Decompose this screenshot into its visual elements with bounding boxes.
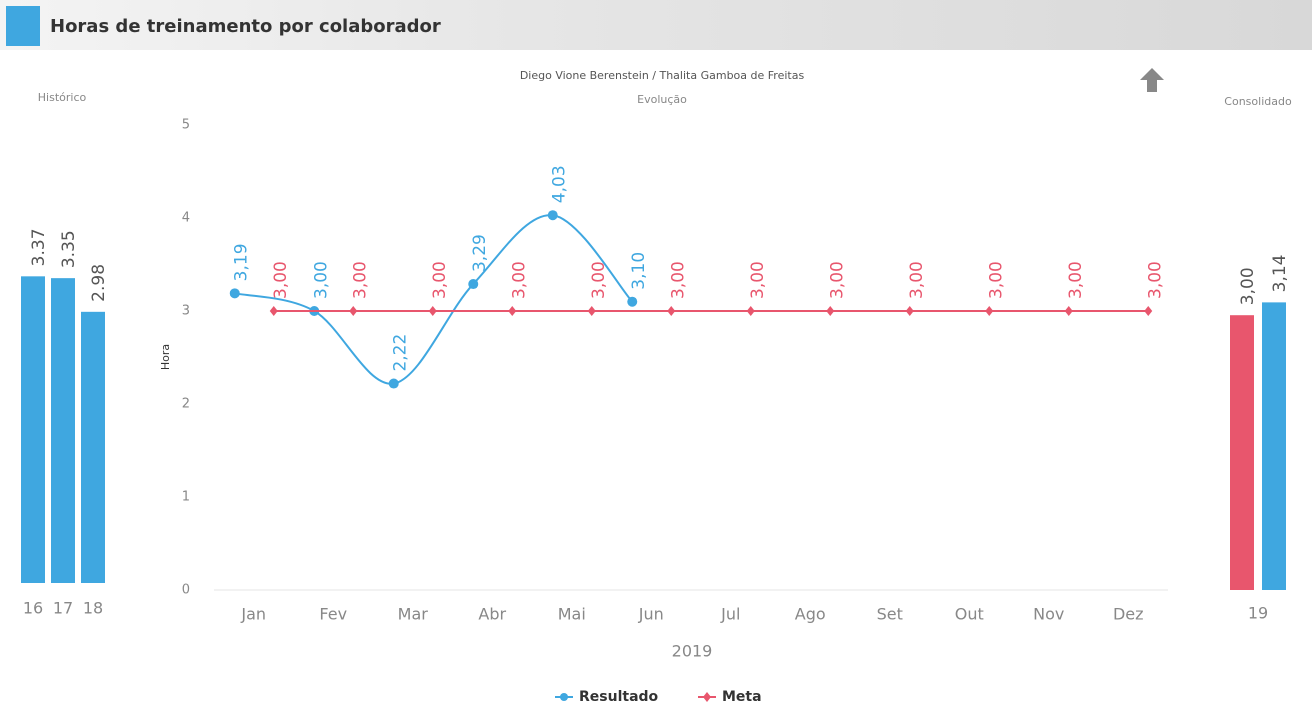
value-label: 3,00 [350, 261, 370, 299]
x-tick-label: Ago [795, 605, 826, 624]
value-label: 3,19 [232, 243, 252, 281]
point-marker [587, 306, 596, 316]
point-marker [627, 296, 638, 307]
value-label: 3.35 [59, 230, 79, 268]
x-tick-label: Set [877, 605, 903, 624]
value-label: 3.37 [29, 228, 49, 266]
value-label: 3,00 [509, 261, 529, 299]
chart-title: Diego Vione Berenstein / Thalita Gamboa … [520, 69, 805, 82]
point-marker [349, 306, 358, 316]
x-tick-label: Mar [398, 605, 429, 624]
x-tick-label: 19 [1248, 604, 1268, 623]
value-label: 3,29 [470, 234, 490, 272]
point-marker [547, 210, 558, 221]
up-arrow-icon[interactable] [1140, 68, 1164, 92]
point-marker [428, 306, 437, 316]
bar [1230, 315, 1254, 590]
legend-label: Meta [722, 689, 762, 705]
value-label: 3,10 [629, 252, 649, 290]
y-tick-label: 4 [182, 211, 190, 226]
chart-subtitle: Evolução [637, 93, 687, 106]
bar [21, 276, 45, 583]
value-label: 3,00 [907, 261, 927, 299]
point-marker [1144, 306, 1153, 316]
value-label: 2,22 [391, 334, 411, 372]
header-title: Horas de treinamento por colaborador [50, 16, 441, 37]
bar [51, 278, 75, 583]
value-label: 3,00 [748, 261, 768, 299]
x-tick-label: Dez [1113, 605, 1144, 624]
value-label: 3,00 [668, 261, 688, 299]
point-marker [269, 306, 278, 316]
value-label: 3,00 [1066, 261, 1086, 299]
legend-marker [560, 693, 568, 701]
chart-title: Consolidado [1224, 95, 1292, 108]
value-label: 3,00 [311, 261, 331, 299]
value-label: 4,03 [550, 165, 570, 203]
point-marker [468, 279, 479, 290]
bar [1262, 302, 1286, 590]
x-tick-label: 16 [23, 599, 43, 618]
point-marker [667, 306, 676, 316]
x-tick-label: Out [955, 605, 984, 624]
x-tick-label: 18 [83, 599, 103, 618]
x-tick-label: Jul [720, 605, 740, 624]
y-tick-label: 1 [182, 490, 190, 505]
y-tick-label: 3 [182, 304, 190, 319]
point-marker [1064, 306, 1073, 316]
bar [81, 311, 105, 583]
value-label: 3,00 [430, 261, 450, 299]
x-tick-label: Nov [1033, 605, 1064, 624]
legend-label: Resultado [579, 689, 659, 705]
y-tick-label: 5 [182, 118, 190, 133]
x-tick-label: Fev [319, 605, 347, 624]
point-marker [905, 306, 914, 316]
x-tick-label: Mai [558, 605, 586, 624]
value-label: 3,00 [589, 261, 609, 299]
value-label: 3,00 [827, 261, 847, 299]
x-tick-label: Jan [240, 605, 266, 624]
x-tick-label: Abr [478, 605, 506, 624]
value-label: 3,00 [986, 261, 1006, 299]
x-axis-label: 2019 [672, 642, 713, 661]
header-square [6, 6, 40, 46]
value-label: 3,14 [1270, 255, 1290, 293]
value-label: 3,00 [1145, 261, 1165, 299]
chart-title: Histórico [38, 91, 87, 104]
point-marker [985, 306, 994, 316]
point-marker [229, 288, 240, 299]
point-marker [826, 306, 835, 316]
value-label: 3,00 [271, 261, 291, 299]
value-label: 3,00 [1238, 267, 1258, 305]
point-marker [388, 378, 399, 389]
y-tick-label: 0 [182, 583, 190, 598]
x-tick-label: Jun [638, 605, 664, 624]
legend-marker [703, 692, 711, 702]
point-marker [508, 306, 517, 316]
point-marker [746, 306, 755, 316]
y-tick-label: 2 [182, 397, 190, 412]
header-bar [0, 0, 1312, 50]
x-tick-label: 17 [53, 599, 73, 618]
y-axis-label: Hora [159, 344, 172, 370]
value-label: 2.98 [89, 264, 109, 302]
